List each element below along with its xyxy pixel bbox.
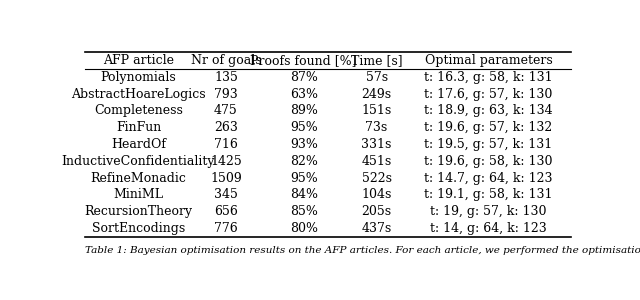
- Text: 73s: 73s: [365, 121, 388, 134]
- Text: 63%: 63%: [290, 88, 317, 101]
- Text: Nr of goals: Nr of goals: [191, 54, 261, 67]
- Text: 263: 263: [214, 121, 238, 134]
- Text: 57s: 57s: [365, 71, 388, 84]
- Text: 93%: 93%: [290, 138, 317, 151]
- Text: 475: 475: [214, 104, 238, 118]
- Text: Proofs found [%]: Proofs found [%]: [250, 54, 357, 67]
- Text: t: 19.6, g: 57, k: 132: t: 19.6, g: 57, k: 132: [424, 121, 552, 134]
- Text: 84%: 84%: [290, 188, 317, 202]
- Text: Optimal parameters: Optimal parameters: [424, 54, 552, 67]
- Text: Completeness: Completeness: [94, 104, 183, 118]
- Text: Table 1: Bayesian optimisation results on the AFP articles. For each article, we: Table 1: Bayesian optimisation results o…: [85, 246, 640, 255]
- Text: 793: 793: [214, 88, 238, 101]
- Text: RecursionTheory: RecursionTheory: [84, 205, 193, 218]
- Text: 95%: 95%: [290, 121, 317, 134]
- Text: 522s: 522s: [362, 172, 392, 185]
- Text: RefineMonadic: RefineMonadic: [90, 172, 186, 185]
- Text: 82%: 82%: [290, 155, 317, 168]
- Text: 656: 656: [214, 205, 238, 218]
- Text: Polynomials: Polynomials: [100, 71, 176, 84]
- Text: 437s: 437s: [362, 222, 392, 235]
- Text: 104s: 104s: [362, 188, 392, 202]
- Text: t: 19.1, g: 58, k: 131: t: 19.1, g: 58, k: 131: [424, 188, 553, 202]
- Text: InductiveConfidentiality: InductiveConfidentiality: [61, 155, 215, 168]
- Text: 249s: 249s: [362, 88, 392, 101]
- Text: 451s: 451s: [362, 155, 392, 168]
- Text: Time [s]: Time [s]: [351, 54, 403, 67]
- Text: 331s: 331s: [362, 138, 392, 151]
- Text: 1425: 1425: [210, 155, 242, 168]
- Text: 80%: 80%: [290, 222, 317, 235]
- Text: t: 14.7, g: 64, k: 123: t: 14.7, g: 64, k: 123: [424, 172, 553, 185]
- Text: t: 18.9, g: 63, k: 134: t: 18.9, g: 63, k: 134: [424, 104, 553, 118]
- Text: 1509: 1509: [210, 172, 242, 185]
- Text: t: 16.3, g: 58, k: 131: t: 16.3, g: 58, k: 131: [424, 71, 553, 84]
- Text: HeardOf: HeardOf: [111, 138, 166, 151]
- Text: SortEncodings: SortEncodings: [92, 222, 185, 235]
- Text: AbstractHoareLogics: AbstractHoareLogics: [71, 88, 205, 101]
- Text: 345: 345: [214, 188, 238, 202]
- Text: 716: 716: [214, 138, 238, 151]
- Text: 135: 135: [214, 71, 238, 84]
- Text: MiniML: MiniML: [113, 188, 163, 202]
- Text: 151s: 151s: [362, 104, 392, 118]
- Text: t: 17.6, g: 57, k: 130: t: 17.6, g: 57, k: 130: [424, 88, 552, 101]
- Text: t: 19, g: 57, k: 130: t: 19, g: 57, k: 130: [430, 205, 547, 218]
- Text: t: 19.5, g: 57, k: 131: t: 19.5, g: 57, k: 131: [424, 138, 552, 151]
- Text: AFP article: AFP article: [103, 54, 174, 67]
- Text: 87%: 87%: [290, 71, 317, 84]
- Text: t: 19.6, g: 58, k: 130: t: 19.6, g: 58, k: 130: [424, 155, 553, 168]
- Text: 776: 776: [214, 222, 238, 235]
- Text: 95%: 95%: [290, 172, 317, 185]
- Text: t: 14, g: 64, k: 123: t: 14, g: 64, k: 123: [430, 222, 547, 235]
- Text: 89%: 89%: [290, 104, 317, 118]
- Text: 205s: 205s: [362, 205, 392, 218]
- Text: 85%: 85%: [290, 205, 317, 218]
- Text: FinFun: FinFun: [116, 121, 161, 134]
